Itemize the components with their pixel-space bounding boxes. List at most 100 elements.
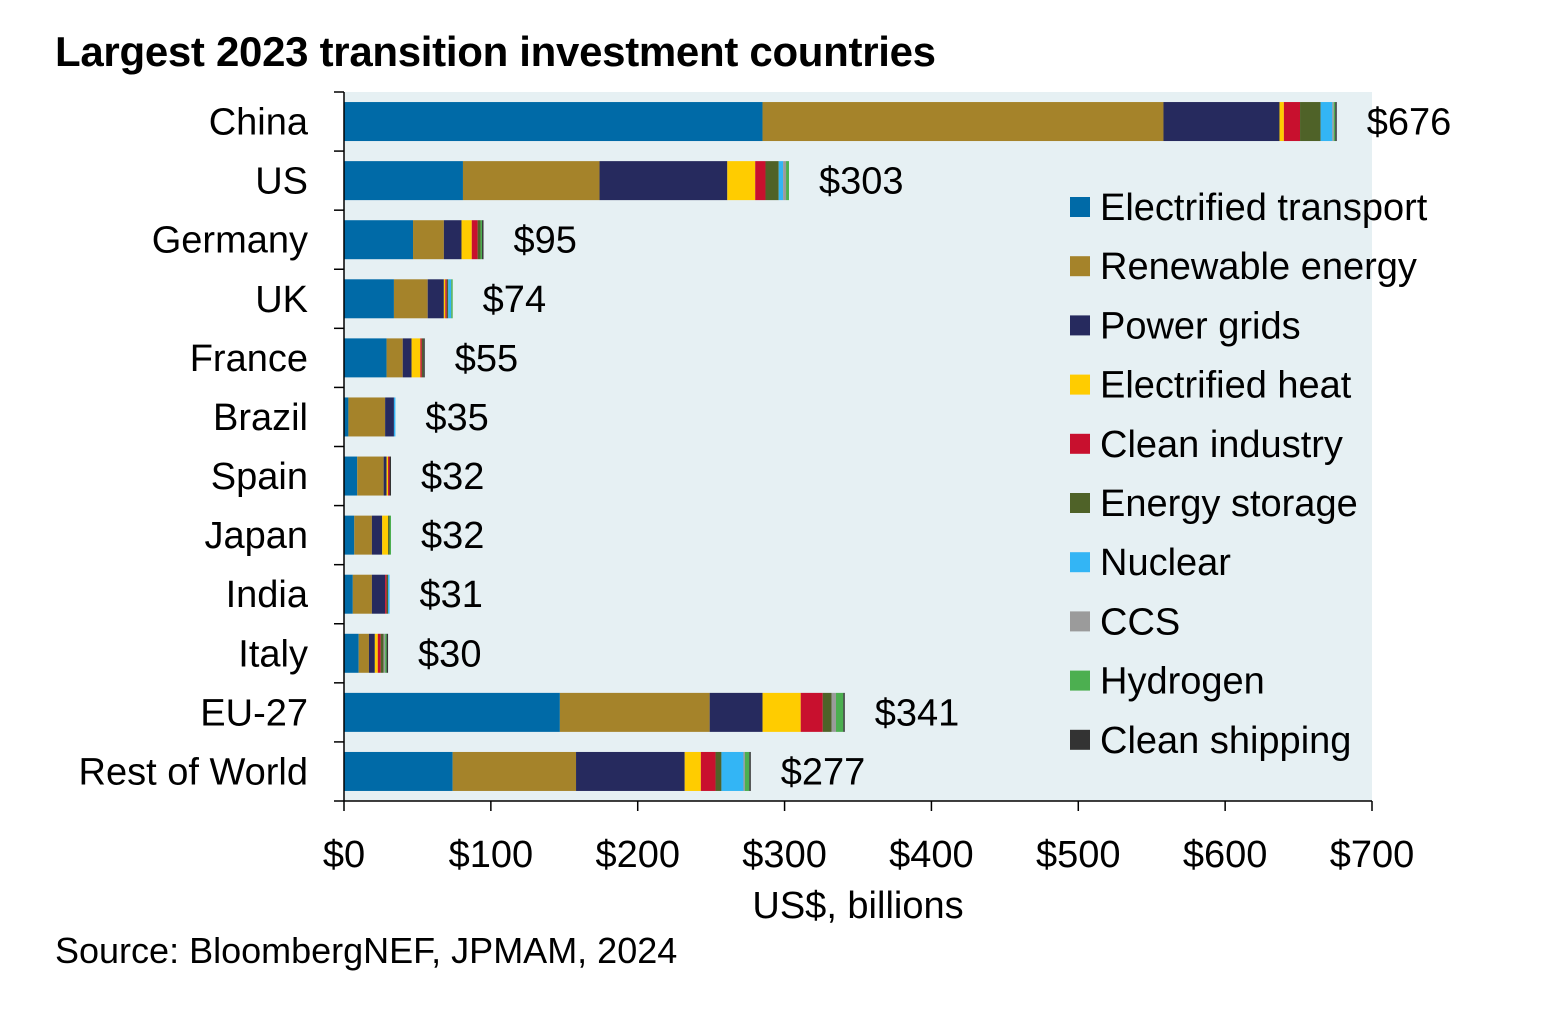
bar-segment: [393, 397, 396, 437]
bar-segment: [371, 515, 383, 555]
bar-segment: [382, 515, 389, 555]
bar-segment: [354, 515, 372, 555]
bar-segment: [413, 220, 444, 260]
bar-segment: [480, 220, 483, 260]
bar-segment: [762, 102, 1164, 142]
legend-swatch: [1070, 433, 1090, 454]
total-label: $95: [514, 220, 577, 262]
legend-swatch: [1070, 552, 1090, 573]
x-tick-label: $200: [595, 834, 680, 876]
category-label: EU-27: [200, 692, 308, 734]
category-label: India: [226, 574, 309, 616]
bar-segment: [445, 279, 447, 319]
legend-swatch: [1070, 611, 1090, 632]
chart-title: Largest 2023 transition investment count…: [55, 28, 936, 75]
bar-segment: [380, 633, 384, 673]
legend-label: Clean shipping: [1100, 720, 1351, 762]
legend-label: Clean industry: [1100, 424, 1343, 466]
bar-segment: [822, 692, 832, 732]
total-label: $35: [425, 397, 488, 439]
x-axis-title: US$, billions: [752, 885, 963, 927]
bar-segment: [344, 751, 453, 791]
total-label: $55: [455, 338, 518, 380]
legend-swatch: [1070, 256, 1090, 277]
bar-segment: [423, 338, 425, 378]
bar-segment: [749, 751, 751, 791]
category-label: UK: [255, 279, 308, 321]
category-label: Germany: [152, 220, 308, 262]
bar-segment: [448, 279, 452, 319]
bar-segment: [831, 692, 836, 732]
bar-segment: [1335, 102, 1337, 142]
bar-segment: [715, 751, 722, 791]
bar-segment: [786, 161, 789, 201]
x-tick-label: $0: [323, 834, 365, 876]
bar-segment: [377, 633, 381, 673]
bar-segment: [344, 397, 349, 437]
category-label: Japan: [204, 515, 308, 557]
legend-swatch: [1070, 374, 1090, 395]
bar-segment: [1332, 102, 1334, 142]
bar-segment: [462, 161, 600, 201]
bar-segment: [386, 456, 389, 496]
bar-segment: [344, 102, 763, 142]
legend-swatch: [1070, 197, 1090, 217]
total-label: $74: [483, 279, 546, 321]
legend-label: Hydrogen: [1100, 661, 1265, 703]
total-label: $341: [875, 692, 960, 734]
total-label: $32: [421, 515, 484, 557]
bar-segment: [576, 751, 685, 791]
bar-segment: [755, 161, 766, 201]
bar-segment: [783, 161, 787, 201]
legend-label: Electrified transport: [1100, 187, 1428, 229]
bar-segment: [1300, 102, 1321, 142]
bar-segment: [843, 692, 845, 732]
bar-segment: [684, 751, 701, 791]
bar-segment: [383, 456, 387, 496]
bar-segment: [446, 279, 449, 319]
bar-segment: [344, 574, 353, 614]
total-label: $676: [1367, 102, 1452, 144]
bar-segment: [477, 220, 481, 260]
bar-segment: [344, 161, 463, 201]
bar-segment: [778, 161, 784, 201]
total-label: $32: [421, 456, 484, 498]
total-label: $30: [418, 633, 481, 675]
bar-segment: [1279, 102, 1284, 142]
x-tick-label: $700: [1330, 834, 1415, 876]
x-tick-label: $500: [1036, 834, 1121, 876]
bar-segment: [765, 161, 779, 201]
bar-segment: [389, 456, 391, 496]
total-label: $303: [819, 161, 904, 203]
bar-segment: [427, 279, 444, 319]
bar-segment: [402, 338, 412, 378]
bar-segment: [451, 279, 453, 319]
bar-segment: [385, 574, 387, 614]
bar-segment: [374, 633, 378, 673]
legend-swatch: [1070, 670, 1090, 691]
legend-swatch: [1070, 493, 1090, 513]
category-label: Brazil: [213, 397, 308, 439]
bar-segment: [443, 220, 462, 260]
legend-swatch: [1070, 315, 1090, 336]
bar-segment: [1333, 102, 1336, 142]
bar-segment: [388, 574, 390, 614]
bar-segment: [388, 515, 390, 555]
bar-segment: [386, 574, 389, 614]
bar-segment: [1320, 102, 1333, 142]
bar-segment: [385, 397, 394, 437]
bar-segment: [471, 220, 478, 260]
legend-label: CCS: [1100, 601, 1180, 643]
bar-segment: [743, 751, 745, 791]
bar-segment: [559, 692, 710, 732]
source-note: Source: BloombergNEF, JPMAM, 2024: [55, 930, 678, 971]
legend-label: Renewable energy: [1100, 246, 1417, 288]
bar-segment: [352, 574, 372, 614]
category-label: Italy: [238, 633, 308, 675]
x-tick-label: $100: [449, 834, 534, 876]
bar-segment: [1283, 102, 1301, 142]
bar-segment: [344, 220, 414, 260]
bar-segment: [482, 220, 484, 260]
bar-segment: [393, 279, 428, 319]
